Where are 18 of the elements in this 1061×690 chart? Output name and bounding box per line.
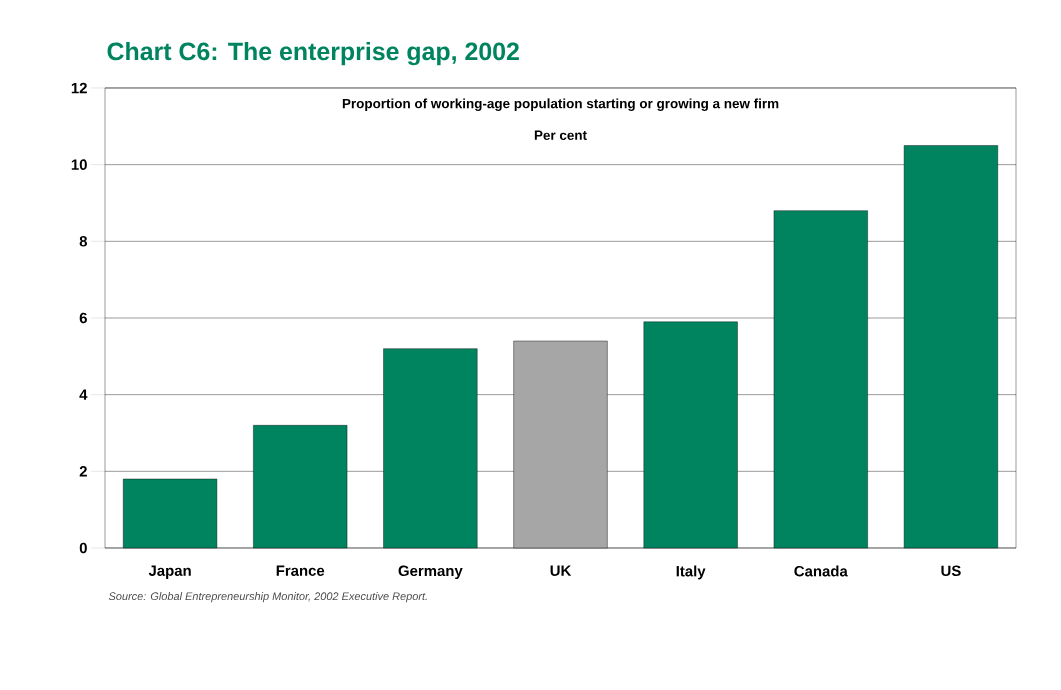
source-note: Source: Global Entrepreneurship Monitor, 2002 Executive Report. — [108, 592, 427, 603]
y-tick-label: 0 — [79, 542, 87, 554]
x-tick-label: France — [276, 565, 325, 576]
x-tick-label: Germany — [398, 565, 463, 580]
chart-title: Chart C6: The enterprise gap, 2002 — [107, 41, 519, 66]
y-tick-label: 8 — [79, 236, 88, 247]
y-tick-label: 4 — [79, 389, 88, 400]
y-tick-label: 2 — [79, 466, 87, 477]
y-tick-label: 10 — [71, 159, 87, 170]
text: Proportion of working-age population starting or growing a new firm — [342, 98, 779, 111]
y-axis-title: Per cent — [534, 130, 587, 140]
y-tick-label: 6 — [79, 312, 87, 324]
x-tick-label: US — [941, 565, 961, 577]
x-tick-label: Italy — [676, 565, 706, 580]
x-tick-label: Canada — [794, 565, 848, 577]
y-tick-label: 12 — [71, 82, 87, 94]
x-tick-label: UK — [550, 565, 572, 576]
x-tick-label: Japan — [148, 565, 191, 579]
